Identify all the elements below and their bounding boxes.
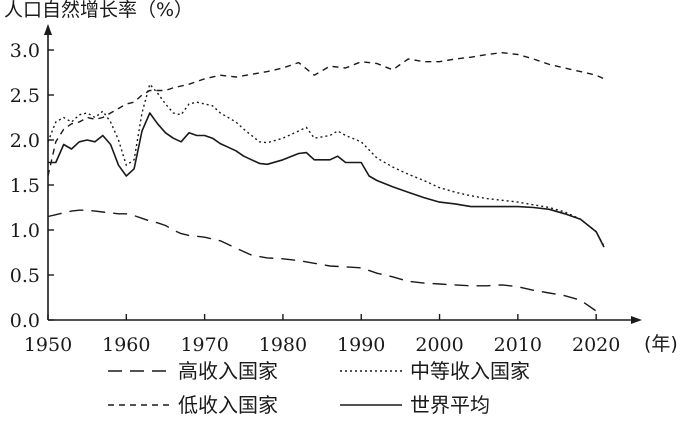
legend-label-0: 高收入国家 (178, 359, 278, 383)
x-tick-label: 1980 (259, 334, 307, 356)
x-tick-label: 1950 (24, 334, 72, 356)
x-tick-label: 2020 (572, 334, 620, 356)
series-line-2 (47, 52, 605, 177)
x-axis-title: (年) (644, 333, 678, 355)
ticks: 0.0 0.5 1.0 1.5 2.0 2.5 3.0 1950 1960 1970 1980 199… (10, 40, 621, 356)
legend-label-3: 世界平均 (410, 393, 490, 417)
y-tick-label: 3.0 (10, 40, 40, 62)
x-tick-label: 2000 (415, 334, 463, 356)
y-axis-arrow (44, 24, 52, 35)
y-tick-label: 0.5 (10, 265, 40, 287)
legend-label-1: 中等收入国家 (410, 359, 530, 383)
legend-label-2: 低收入国家 (178, 393, 278, 417)
x-tick-label: 1990 (337, 334, 385, 356)
series-line-0 (47, 209, 597, 312)
y-tick-label: 2.5 (10, 85, 40, 107)
series-line-3 (48, 112, 605, 248)
series-lines (47, 52, 605, 312)
y-tick-label: 1.0 (10, 220, 40, 242)
series-line-1 (47, 83, 605, 247)
y-axis-title: 人口自然增长率（%） (4, 0, 193, 21)
x-tick-label: 1960 (102, 334, 150, 356)
x-axis-arrow (631, 316, 642, 324)
x-tick-label: 1970 (180, 334, 228, 356)
y-tick-label: 0.0 (10, 310, 40, 332)
x-tick-label: 2010 (494, 334, 542, 356)
y-tick-label: 1.5 (10, 175, 40, 197)
y-tick-label: 2.0 (10, 130, 40, 152)
axes (44, 24, 642, 324)
